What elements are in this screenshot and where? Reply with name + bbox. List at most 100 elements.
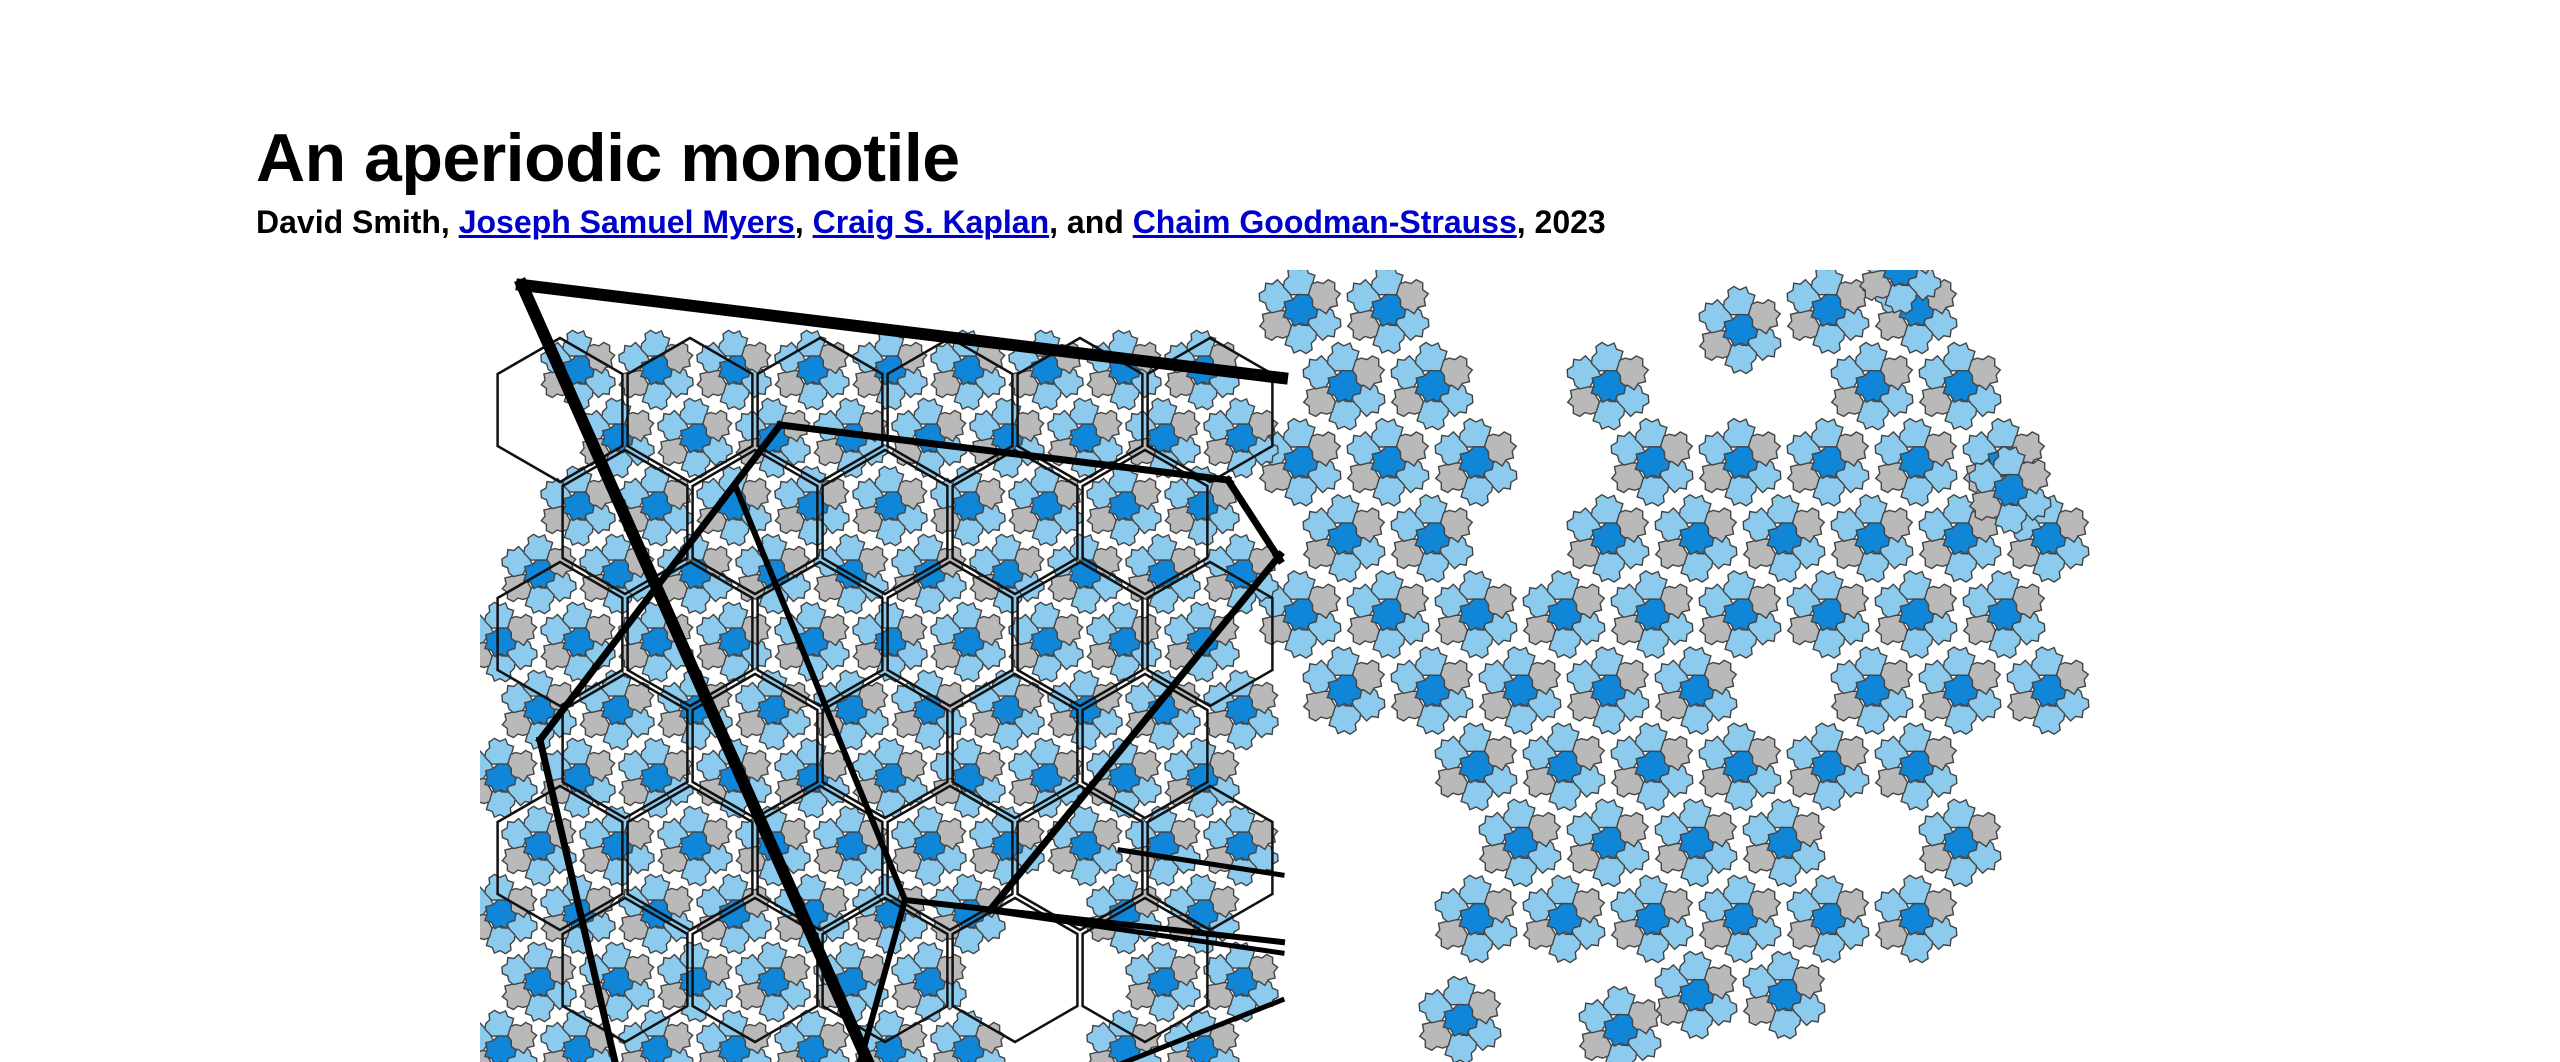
hat-tile-dark	[1224, 967, 1258, 998]
hat-tile-dark	[1458, 750, 1495, 784]
hat-tile-dark	[1602, 1013, 1639, 1048]
hat-tile-dark	[951, 627, 985, 658]
hat-tile-dark	[1986, 598, 2023, 632]
hat-tile-dark	[1107, 763, 1141, 794]
hat-tile-dark	[522, 967, 556, 998]
hat-tile-dark	[990, 831, 1024, 862]
hat-tile-dark	[1766, 522, 1803, 556]
hat-tile-dark	[2030, 522, 2067, 556]
hat-tile-dark	[1414, 674, 1451, 708]
hat-tile-dark	[1224, 423, 1258, 454]
hat-tile-dark	[717, 1035, 751, 1062]
hat-tile-dark	[1414, 522, 1451, 556]
hat-tile-dark	[795, 491, 829, 522]
hat-tile-dark	[717, 355, 751, 386]
supertile-outline	[886, 336, 1014, 484]
frame-line	[776, 421, 1232, 484]
hierarchy-frame-lines	[514, 277, 1289, 1062]
frame-line	[515, 278, 1289, 385]
hat-tile-dark	[1766, 826, 1803, 860]
supertile-outline	[1081, 448, 1209, 596]
hat-tile-dark	[1029, 627, 1063, 658]
hat-tile-dark	[483, 763, 517, 794]
hat-tile	[1917, 270, 1930, 275]
hat-tile-dark	[1942, 522, 1979, 556]
hat-tile-dark	[522, 831, 556, 862]
hat-tile-dark	[561, 355, 595, 386]
hat-tile-dark	[639, 763, 673, 794]
hat-tile-dark	[1185, 1035, 1219, 1062]
hat-tile-dark	[1146, 967, 1180, 998]
hat-tile-dark	[1898, 750, 1935, 784]
supertile-outline	[1081, 672, 1209, 820]
hat-tile-dark	[795, 1035, 829, 1062]
hat-tile-dark	[1546, 750, 1583, 784]
hat-tile-dark	[1634, 902, 1671, 936]
hat-tile-dark	[1107, 491, 1141, 522]
hat-tile-dark	[1370, 598, 1407, 632]
hat-tile-dark	[1634, 445, 1671, 480]
supertile-outline	[756, 336, 884, 484]
hat-tile-dark	[1282, 598, 1319, 632]
supertile-outline	[1016, 336, 1144, 484]
supertile-outline	[626, 336, 754, 484]
hat-tile-dark	[1678, 978, 1715, 1013]
hat-tile-dark	[873, 1035, 907, 1062]
hat-tile-dark	[1810, 445, 1847, 480]
hat-tile-dark	[1282, 293, 1319, 328]
frame-line	[731, 481, 909, 904]
hat-tile-dark	[1810, 750, 1847, 784]
hat-tile	[1867, 270, 1884, 274]
hat-tile-dark	[1766, 978, 1803, 1013]
byline-separator: ,	[440, 204, 459, 240]
hat-tile-dark	[717, 627, 751, 658]
author-link-craig-s-kaplan[interactable]: Craig S. Kaplan	[812, 204, 1050, 240]
supertile-outline	[496, 784, 624, 932]
author-link-chaim-goodman-strauss[interactable]: Chaim Goodman-Strauss	[1132, 204, 1517, 240]
supertile-outline	[1146, 560, 1274, 708]
hat-tile-dark	[834, 831, 868, 862]
hat-tile-dark	[1898, 598, 1935, 632]
hat-tile-dark	[1282, 445, 1319, 480]
hat-tile-dark	[1224, 831, 1258, 862]
hat-tile-dark	[951, 355, 985, 386]
hat-tile-dark	[795, 355, 829, 386]
hat-tile-dark	[1502, 826, 1539, 860]
hat-tile-dark	[1458, 445, 1495, 480]
hat-tile-dark	[639, 491, 673, 522]
hat-tile-dark	[756, 695, 790, 726]
hat-tile-dark	[1107, 627, 1141, 658]
plain-tiling-region	[1258, 270, 2090, 1062]
author-link-joseph-samuel-myers[interactable]: Joseph Samuel Myers	[458, 204, 795, 240]
supertile-outline	[886, 560, 1014, 708]
supertile-outline	[821, 448, 949, 596]
page-title: An aperiodic monotile	[256, 120, 960, 196]
byline-separator: , and	[1049, 204, 1133, 240]
hat-tile-dark	[1634, 750, 1671, 784]
hat-tile-dark	[2030, 674, 2067, 708]
hat-tile-dark	[1590, 369, 1627, 404]
hat-tile-dark	[873, 491, 907, 522]
frame-line	[901, 896, 1286, 946]
frame-line	[982, 907, 1285, 956]
hat-tile-dark	[1898, 445, 1935, 480]
hat-tile-dark	[1722, 445, 1759, 480]
hat-tile-dark	[483, 899, 517, 930]
frame-line	[535, 420, 785, 745]
supertile-outline	[756, 560, 884, 708]
hat-tile-dark	[951, 1035, 985, 1062]
framed-tiling-region	[480, 329, 1279, 1062]
hat-tile-dark	[561, 627, 595, 658]
hat-tile-dark	[1458, 902, 1495, 936]
hat-tile-dark	[1634, 598, 1671, 632]
frame-line	[1118, 996, 1286, 1062]
hat-tile-dark	[1722, 313, 1759, 348]
hat-tile-dark	[834, 695, 868, 726]
hat-tile-dark	[1810, 902, 1847, 936]
supertile-outline	[561, 448, 689, 596]
hat-tile-dark	[951, 491, 985, 522]
supertile-outline	[626, 784, 754, 932]
hat-tile-dark	[678, 831, 712, 862]
hat-tile-dark	[1224, 559, 1258, 590]
hat-tile-dark	[1370, 293, 1407, 328]
